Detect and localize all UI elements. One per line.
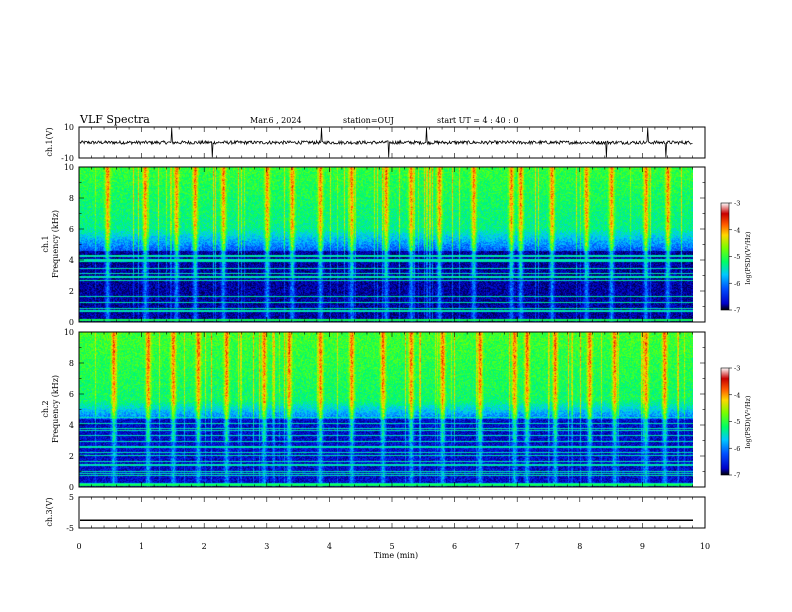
ch1-ylabel-line2: Frequency (kHz) [51,210,60,278]
y-tick-label: 0 [69,483,74,492]
ch2-yticks: 0 2 4 6 8 10 [64,328,705,492]
ch2-colorbar-ticks: -3 -4 -5 -6 -7 [729,365,740,480]
ch1-ylabel: ch.1(V) [45,127,54,156]
colorbar-tick-label: -7 [734,307,740,315]
y-tick-label: 6 [69,390,74,399]
time-axis-ticks: 0 1 2 3 4 5 6 7 8 9 10 [76,127,710,551]
y-tick-label: 8 [69,194,74,203]
time-axis-label: Time (min) [374,551,418,560]
y-tick-label: 2 [69,452,74,461]
ch3-ytick-top: 5 [69,493,74,502]
y-tick-label: 0 [69,318,74,327]
x-tick-label: 3 [264,542,269,551]
ch1-ylabel-line1: ch.1 [41,235,50,252]
y-tick-label: 2 [69,287,74,296]
colorbar-tick-label: -5 [734,253,740,261]
x-tick-label: 0 [76,542,81,551]
ch1-colorbar-label: log(PSD)(V²/Hz) [744,231,752,284]
figure-title: VLF Spectra [79,113,150,126]
colorbar-tick-label: -5 [734,418,740,426]
ch1-ytick-bottom: -10 [61,154,74,163]
ch2-ylabel-line2: Frequency (kHz) [51,375,60,443]
colorbar-tick-label: -7 [734,472,740,480]
ch1-ytick-top: 10 [64,123,74,132]
ch3-waveform-panel: 5 -5 ch.3(V) [45,493,706,533]
y-tick-label: 8 [69,359,74,368]
ch2-spectrogram-image [79,332,693,487]
station-label: station=OUJ [343,116,394,125]
colorbar-tick-label: -6 [734,280,740,288]
date-label: Mar.6 , 2024 [250,116,302,125]
y-tick-label: 6 [69,225,74,234]
x-tick-label: 5 [389,542,394,551]
ch3-ytick-bottom: -5 [66,524,74,533]
colorbar-tick-label: -6 [734,445,740,453]
colorbar-tick-label: -4 [734,226,740,234]
ch1-yticks: 0 2 4 6 8 10 [64,163,705,327]
x-tick-label: 4 [327,542,332,551]
y-tick-label: 10 [64,328,74,337]
ch2-colorbar [720,367,730,476]
colorbar-tick-label: -4 [734,391,740,399]
ch3-ylabel: ch.3(V) [45,497,54,526]
y-tick-label: 4 [69,256,74,265]
x-tick-label: 1 [139,542,144,551]
x-tick-label: 8 [577,542,582,551]
y-tick-label: 10 [64,163,74,172]
ch1-spectrogram-image [79,167,693,322]
ch1-waveform-trace [79,127,693,158]
ch2-colorbar-label: log(PSD)(V²/Hz) [744,395,752,448]
ch1-waveform-panel: 10 -10 ch.1(V) [45,123,706,163]
x-tick-label: 9 [640,542,645,551]
ch2-ylabel-line1: ch.2 [41,400,50,417]
colorbar-tick-label: -3 [734,365,740,373]
ch1-colorbar [720,202,730,311]
y-tick-label: 4 [69,421,74,430]
x-tick-label: 10 [700,542,710,551]
x-tick-label: 2 [202,542,207,551]
start-ut-label: start UT = 4 : 40 : 0 [437,116,518,125]
x-tick-label: 6 [452,542,457,551]
colorbar-tick-label: -3 [734,200,740,208]
x-tick-label: 7 [515,542,520,551]
ch1-colorbar-ticks: -3 -4 -5 -6 -7 [729,200,740,315]
